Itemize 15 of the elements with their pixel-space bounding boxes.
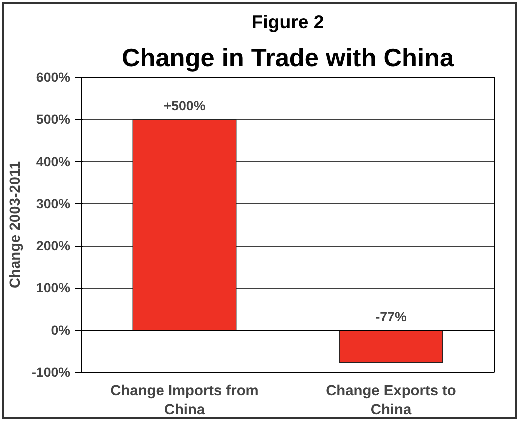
chart-title: Change in Trade with China xyxy=(122,44,455,72)
x-tick-label: Change Exports to China xyxy=(326,384,456,419)
y-tick-label: 600% xyxy=(36,70,71,85)
x-tick-label: Change Imports from China xyxy=(110,384,259,419)
y-tick-label: -100% xyxy=(32,365,71,380)
data-label: +500% xyxy=(164,98,206,114)
y-axis-title: Change 2003-2011 xyxy=(8,161,24,289)
y-tick-label: 400% xyxy=(36,154,71,170)
y-tick-label: 500% xyxy=(36,112,71,128)
y-tick-label: 200% xyxy=(36,238,71,254)
y-tick-label: 300% xyxy=(36,196,71,212)
y-tick-label: 0% xyxy=(51,322,71,338)
y-tick-label: 100% xyxy=(36,280,71,296)
chart-subtitle: Figure 2 xyxy=(252,12,324,32)
data-label: -77% xyxy=(376,309,407,324)
